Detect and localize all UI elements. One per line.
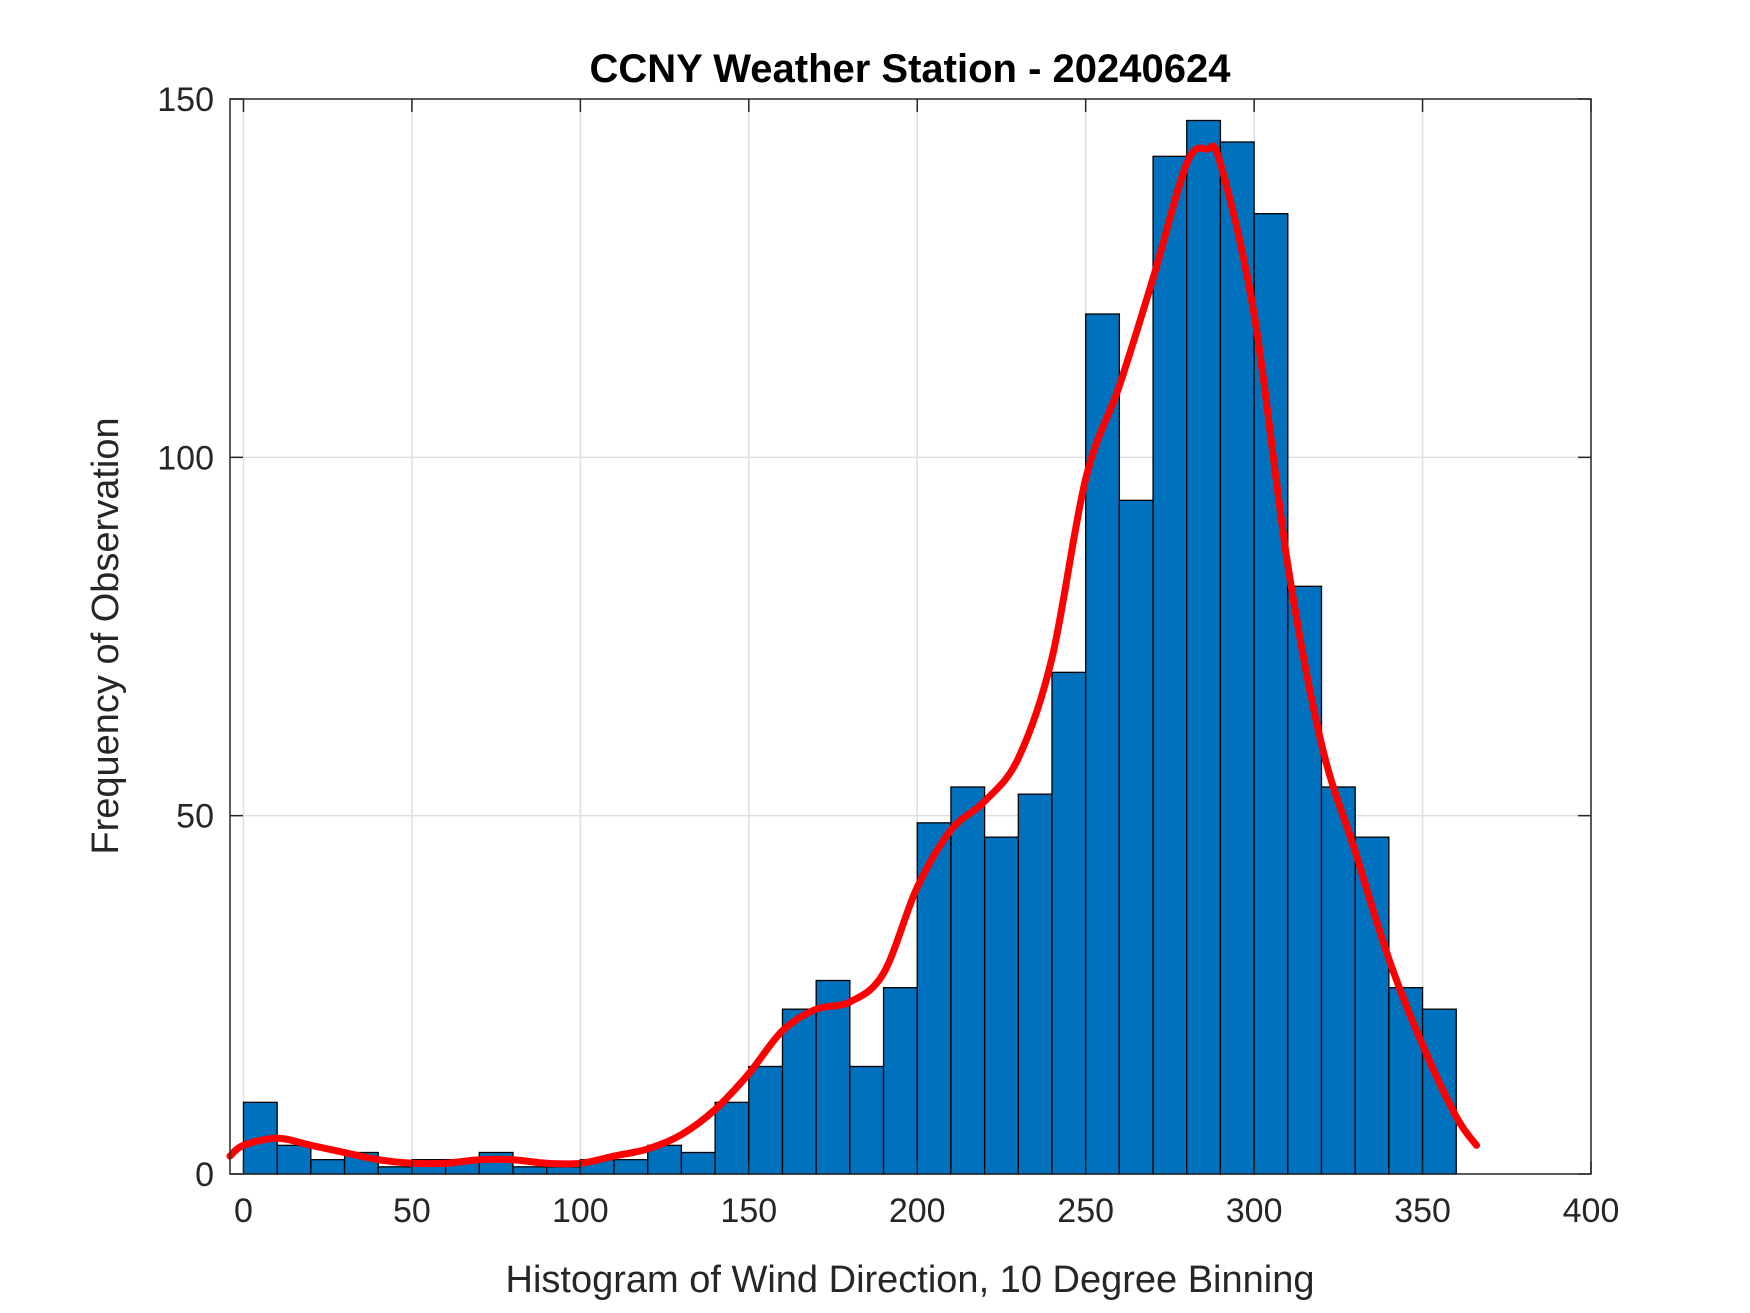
- histogram-bar: [1085, 313, 1121, 1175]
- fit-curve: [226, 142, 1480, 1168]
- histogram-bar: [950, 786, 986, 1175]
- x-tick-label: 150: [720, 1192, 777, 1230]
- x-tick-labels: 0 50 100 150 200 250 300 350 400: [234, 1192, 1619, 1230]
- histogram-bar: [1051, 671, 1087, 1175]
- x-tick-label: 200: [889, 1192, 946, 1230]
- histogram-bar: [849, 1065, 885, 1175]
- histogram-bar: [478, 1151, 514, 1175]
- y-tick-label: 150: [157, 81, 214, 119]
- histogram-bars: [242, 119, 1457, 1175]
- histogram-bar: [1388, 987, 1424, 1175]
- histogram-bar: [276, 1144, 312, 1175]
- histogram-bar: [680, 1151, 716, 1175]
- y-tick-label: 100: [157, 439, 214, 477]
- histogram-bar: [1118, 499, 1154, 1175]
- histogram-bar: [983, 836, 1019, 1175]
- axes-box: [229, 98, 1592, 1175]
- chart-title: CCNY Weather Station - 20240624: [590, 47, 1232, 91]
- histogram-bar: [310, 1159, 346, 1175]
- y-tick-label: 0: [195, 1156, 214, 1194]
- histogram-bar: [714, 1101, 750, 1175]
- histogram-bar: [1017, 793, 1053, 1175]
- histogram-bar: [613, 1159, 649, 1175]
- histogram-bar: [882, 987, 918, 1175]
- histogram-bar: [512, 1166, 548, 1175]
- histogram-bar: [1152, 155, 1188, 1175]
- x-tick-label: 400: [1563, 1192, 1620, 1230]
- histogram-bar: [1354, 836, 1390, 1175]
- x-tick-label: 0: [234, 1192, 253, 1230]
- x-tick-label: 300: [1226, 1192, 1283, 1230]
- histogram-bar: [377, 1166, 413, 1175]
- axis-ticks: [230, 98, 1592, 1175]
- histogram-bar: [781, 1008, 817, 1175]
- histogram-bar: [1186, 119, 1222, 1175]
- x-tick-label: 350: [1394, 1192, 1451, 1230]
- x-tick-label: 250: [1057, 1192, 1114, 1230]
- y-tick-labels: 0 50 100 150: [157, 81, 214, 1194]
- y-tick-label: 50: [176, 798, 214, 836]
- histogram-bar: [546, 1166, 582, 1175]
- x-axis-label: Histogram of Wind Direction, 10 Degree B…: [506, 1259, 1315, 1301]
- y-axis-label: Frequency of Observation: [85, 417, 127, 854]
- histogram-bar: [1287, 585, 1323, 1175]
- histogram-bar: [748, 1065, 784, 1175]
- histogram-bar: [1219, 141, 1255, 1175]
- x-tick-label: 50: [393, 1192, 431, 1230]
- histogram-bar: [1320, 786, 1356, 1175]
- histogram-bar: [1421, 1008, 1457, 1175]
- x-tick-label: 100: [552, 1192, 609, 1230]
